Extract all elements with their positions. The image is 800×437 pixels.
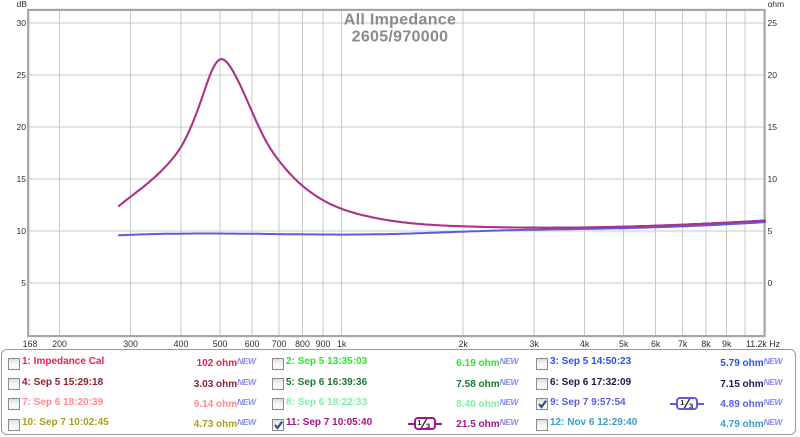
- svg-text:6k: 6k: [651, 339, 661, 349]
- svg-text:1: 1: [680, 399, 685, 407]
- svg-text:25: 25: [768, 18, 778, 28]
- svg-text:2k: 2k: [458, 339, 468, 349]
- svg-text:15: 15: [16, 174, 26, 184]
- svg-text:15: 15: [768, 122, 778, 132]
- svg-text:25: 25: [16, 70, 26, 80]
- svg-text:3: 3: [689, 401, 693, 408]
- svg-text:10: 10: [768, 174, 778, 184]
- svg-text:5: 5: [21, 278, 26, 288]
- svg-text:168: 168: [23, 339, 38, 349]
- svg-text:1k: 1k: [337, 339, 347, 349]
- svg-text:3: 3: [426, 422, 430, 429]
- svg-text:900: 900: [316, 339, 331, 349]
- svg-text:200: 200: [52, 339, 67, 349]
- svg-text:7k: 7k: [678, 339, 688, 349]
- svg-text:300: 300: [123, 339, 138, 349]
- svg-text:800: 800: [295, 339, 310, 349]
- svg-text:dB: dB: [16, 0, 27, 9]
- svg-text:30: 30: [16, 18, 26, 28]
- svg-text:ohm: ohm: [768, 0, 785, 9]
- svg-text:10: 10: [16, 226, 26, 236]
- svg-text:400: 400: [174, 339, 189, 349]
- svg-text:700: 700: [272, 339, 287, 349]
- svg-text:11.2k Hz: 11.2k Hz: [746, 339, 780, 349]
- svg-text:20: 20: [768, 70, 778, 80]
- svg-text:3k: 3k: [529, 339, 539, 349]
- svg-text:9k: 9k: [722, 339, 732, 349]
- svg-text:5k: 5k: [619, 339, 629, 349]
- svg-text:1: 1: [417, 419, 422, 427]
- svg-text:4k: 4k: [580, 339, 590, 349]
- svg-text:All Impedance: All Impedance: [344, 12, 456, 29]
- svg-text:8k: 8k: [701, 339, 711, 349]
- svg-text:20: 20: [16, 122, 26, 132]
- svg-text:5: 5: [768, 226, 773, 236]
- svg-text:2605/970000: 2605/970000: [352, 29, 449, 46]
- svg-text:500: 500: [213, 339, 228, 349]
- svg-text:600: 600: [245, 339, 260, 349]
- svg-text:0: 0: [768, 278, 773, 288]
